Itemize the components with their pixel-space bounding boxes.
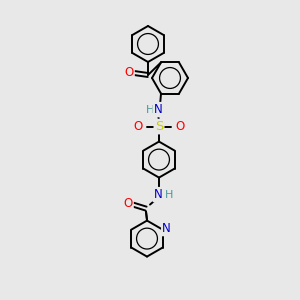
Text: O: O xyxy=(134,120,142,133)
Text: N: N xyxy=(154,103,162,116)
Text: H: H xyxy=(146,105,154,115)
Text: O: O xyxy=(124,65,134,79)
Text: H: H xyxy=(165,190,173,200)
Text: S: S xyxy=(155,120,163,133)
Text: O: O xyxy=(176,120,184,133)
Text: O: O xyxy=(123,197,133,210)
Text: N: N xyxy=(162,222,171,235)
Text: N: N xyxy=(154,188,162,201)
